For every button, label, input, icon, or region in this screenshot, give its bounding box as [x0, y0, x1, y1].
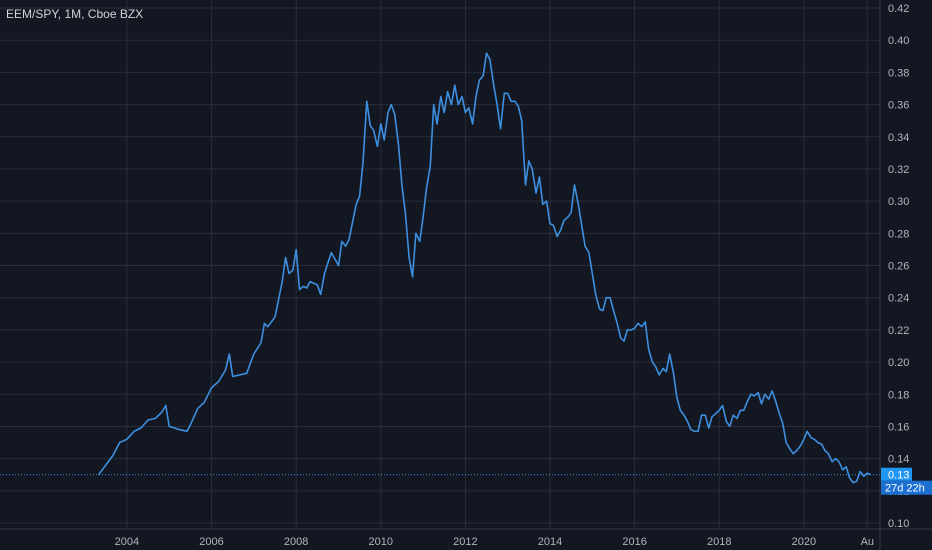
x-tick-label: 2010 — [369, 536, 393, 548]
countdown-box — [881, 480, 932, 495]
y-tick-label: 0.28 — [888, 228, 909, 240]
x-tick-label: 2020 — [792, 536, 816, 548]
y-tick-label: 0.42 — [888, 3, 909, 15]
symbol-title[interactable]: EEM/SPY, 1M, Cboe BZX — [6, 7, 144, 21]
x-tick-label: 2014 — [538, 536, 562, 548]
y-tick-label: 0.10 — [888, 518, 909, 530]
y-tick-label: 0.34 — [888, 132, 909, 144]
x-tick-label: 2006 — [199, 536, 223, 548]
countdown-label: 27d 22h — [885, 483, 925, 495]
y-tick-label: 0.14 — [888, 454, 909, 466]
x-tick-label: 2016 — [622, 536, 646, 548]
time-axis[interactable]: 2004 2006 2008 2010 2012 2014 2016 2018 2020 Au — [115, 536, 874, 548]
y-tick-label: 0.22 — [888, 325, 909, 337]
price-axis[interactable]: 0.100.120.140.160.180.200.220.240.260.28… — [888, 3, 909, 530]
y-tick-label: 0.16 — [888, 421, 909, 433]
x-tick-label: 2004 — [115, 536, 139, 548]
y-tick-label: 0.24 — [888, 293, 909, 305]
y-tick-label: 0.26 — [888, 261, 909, 273]
x-tick-label: 2018 — [707, 536, 731, 548]
x-tick-label: Au — [861, 536, 874, 548]
y-tick-label: 0.20 — [888, 357, 909, 369]
y-tick-label: 0.38 — [888, 67, 909, 79]
last-price-box — [881, 467, 912, 481]
y-tick-label: 0.18 — [888, 389, 909, 401]
series-line-eem-spy — [97, 52, 872, 484]
last-price-label: 0.13 — [888, 470, 909, 482]
y-tick-label: 0.32 — [888, 164, 909, 176]
y-tick-label: 0.30 — [888, 196, 909, 208]
last-price-marker: 0.13 27d 22h — [881, 467, 932, 495]
y-tick-label: 0.40 — [888, 35, 909, 47]
y-tick-label: 0.36 — [888, 100, 909, 112]
x-tick-label: 2008 — [284, 536, 308, 548]
x-tick-label: 2012 — [453, 536, 477, 548]
